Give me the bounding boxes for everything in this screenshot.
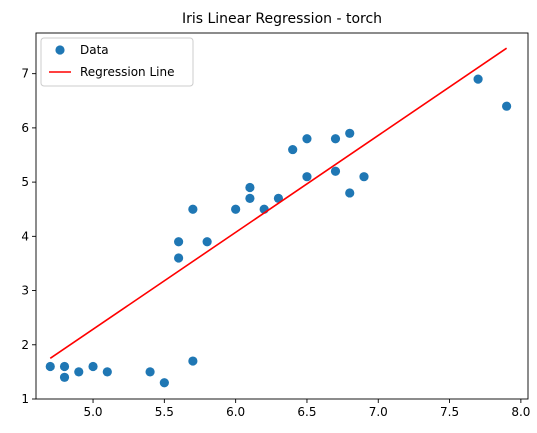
data-point [88,361,98,372]
data-point [273,193,284,203]
data-point [45,361,55,372]
x-tick-label: 7.5 [440,405,459,419]
y-tick-label: 5 [21,175,29,189]
data-point [245,182,255,193]
data-point [174,237,184,247]
series-layer [45,47,512,388]
chart-title: Iris Linear Regression - torch [182,11,382,27]
regression-line [49,47,508,359]
axes-frame [35,32,529,400]
data-point [473,74,483,84]
data-point [345,188,355,198]
x-tick-label: 5.5 [155,405,174,419]
data-point [145,367,155,377]
data-point [502,101,512,111]
data-point [102,367,112,377]
data-point [74,367,84,377]
legend-box [40,37,194,87]
legend-swatch-marker [55,45,65,55]
data-point [245,193,255,203]
legend: Data Regression Line [40,37,194,87]
legend-label: Regression Line [80,65,174,79]
data-point [330,166,341,176]
x-tick-label: 6.0 [226,405,245,419]
data-point [59,372,70,382]
x-tick-label: 6.5 [297,405,316,419]
axes-layer: 5.0 5.5 6.0 6.5 7.0 7.5 8.0 1 2 3 4 5 6 7 [21,32,530,419]
data-point [188,204,198,214]
legend-label: Data [80,43,109,57]
y-tick-label: 4 [21,229,29,243]
data-point [359,172,369,182]
data-point [330,134,341,144]
y-tick-label: 3 [21,284,29,298]
data-point [202,237,212,247]
data-point [302,172,312,182]
data-point [159,378,169,388]
data-point [288,144,298,155]
data-point [59,361,70,372]
y-tick-label: 6 [21,121,29,135]
x-tick-label: 5.0 [83,405,102,419]
y-tick-label: 7 [21,67,29,81]
x-tick-label: 7.0 [369,405,388,419]
data-point [188,356,198,366]
data-point [345,128,355,138]
data-point [174,253,184,263]
x-tick-label: 8.0 [511,405,530,419]
data-point [302,134,312,144]
y-tick-label: 2 [21,338,29,352]
y-tick-label: 1 [21,392,29,406]
data-point [231,204,241,214]
